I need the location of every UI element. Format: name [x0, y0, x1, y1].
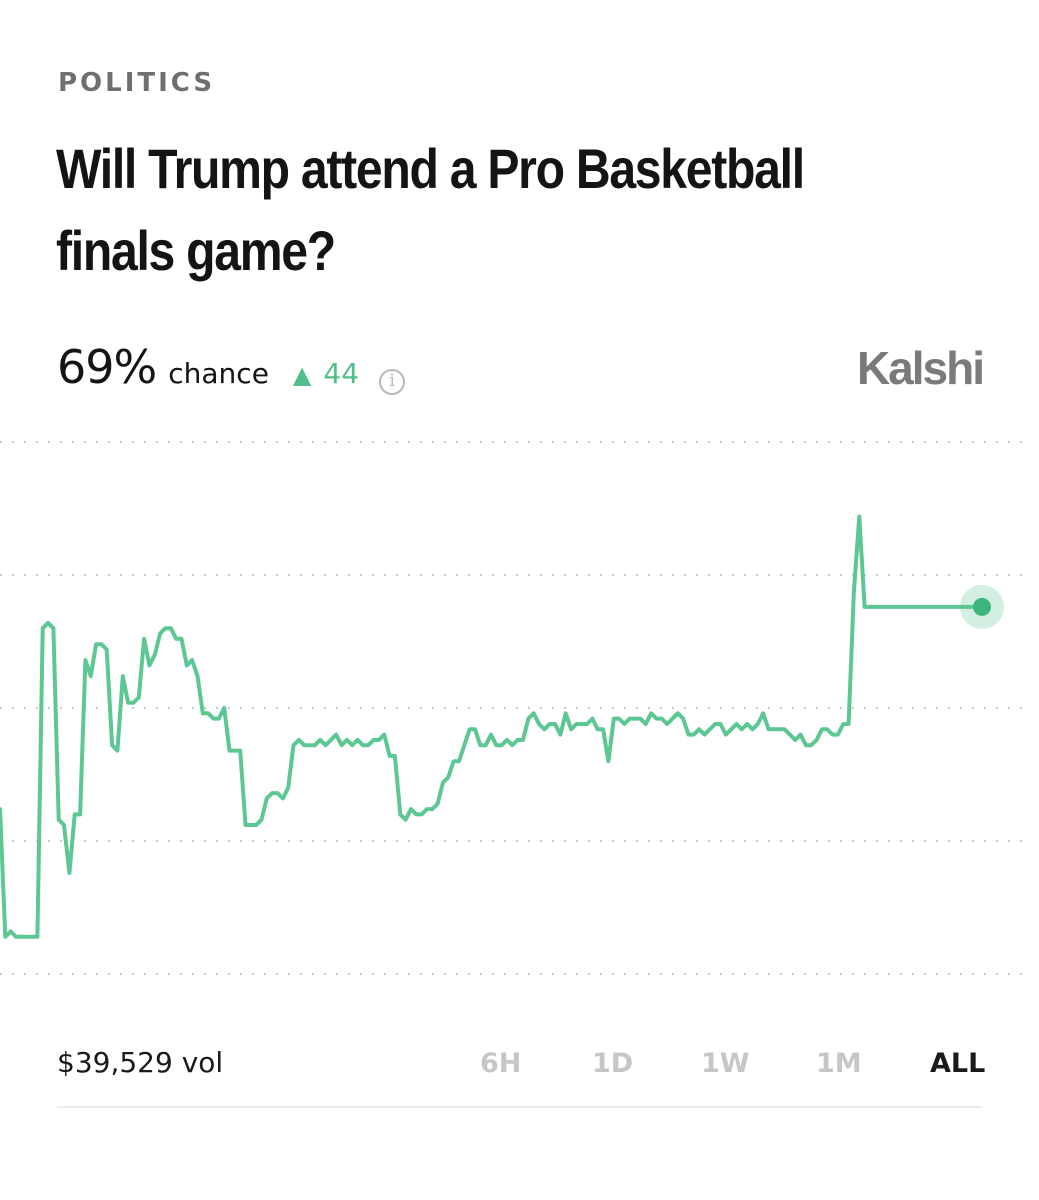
change-value: 44 [323, 357, 360, 390]
info-icon[interactable]: i [379, 369, 406, 395]
divider [57, 1106, 982, 1108]
triangle-up-icon: ▲ [292, 361, 312, 389]
brand-logo: Kalshi [856, 342, 985, 394]
series-line [0, 514, 984, 939]
range-tab-6h[interactable]: 6H [480, 1048, 522, 1079]
volume-label: $39,529 vol [57, 1046, 224, 1079]
range-tab-1d[interactable]: 1D [592, 1048, 634, 1079]
change-indicator: ▲ 44 [293, 357, 359, 390]
range-tab-all[interactable]: ALL [930, 1048, 986, 1079]
chart-footer: $39,529 vol 6H 1D 1W 1M ALL [0, 1040, 1039, 1090]
price-chart [0, 441, 1030, 975]
range-tab-1w[interactable]: 1W [701, 1048, 750, 1079]
range-tab-1m[interactable]: 1M [816, 1048, 862, 1079]
current-point [973, 597, 991, 616]
probability-suffix: chance [168, 357, 269, 390]
probability-summary: 69% chance ▲ 44 i [57, 340, 406, 400]
category-label: POLITICS [58, 68, 216, 98]
market-title: Will Trump attend a Pro Basketball final… [56, 137, 805, 282]
probability-value: 69% [57, 340, 157, 394]
